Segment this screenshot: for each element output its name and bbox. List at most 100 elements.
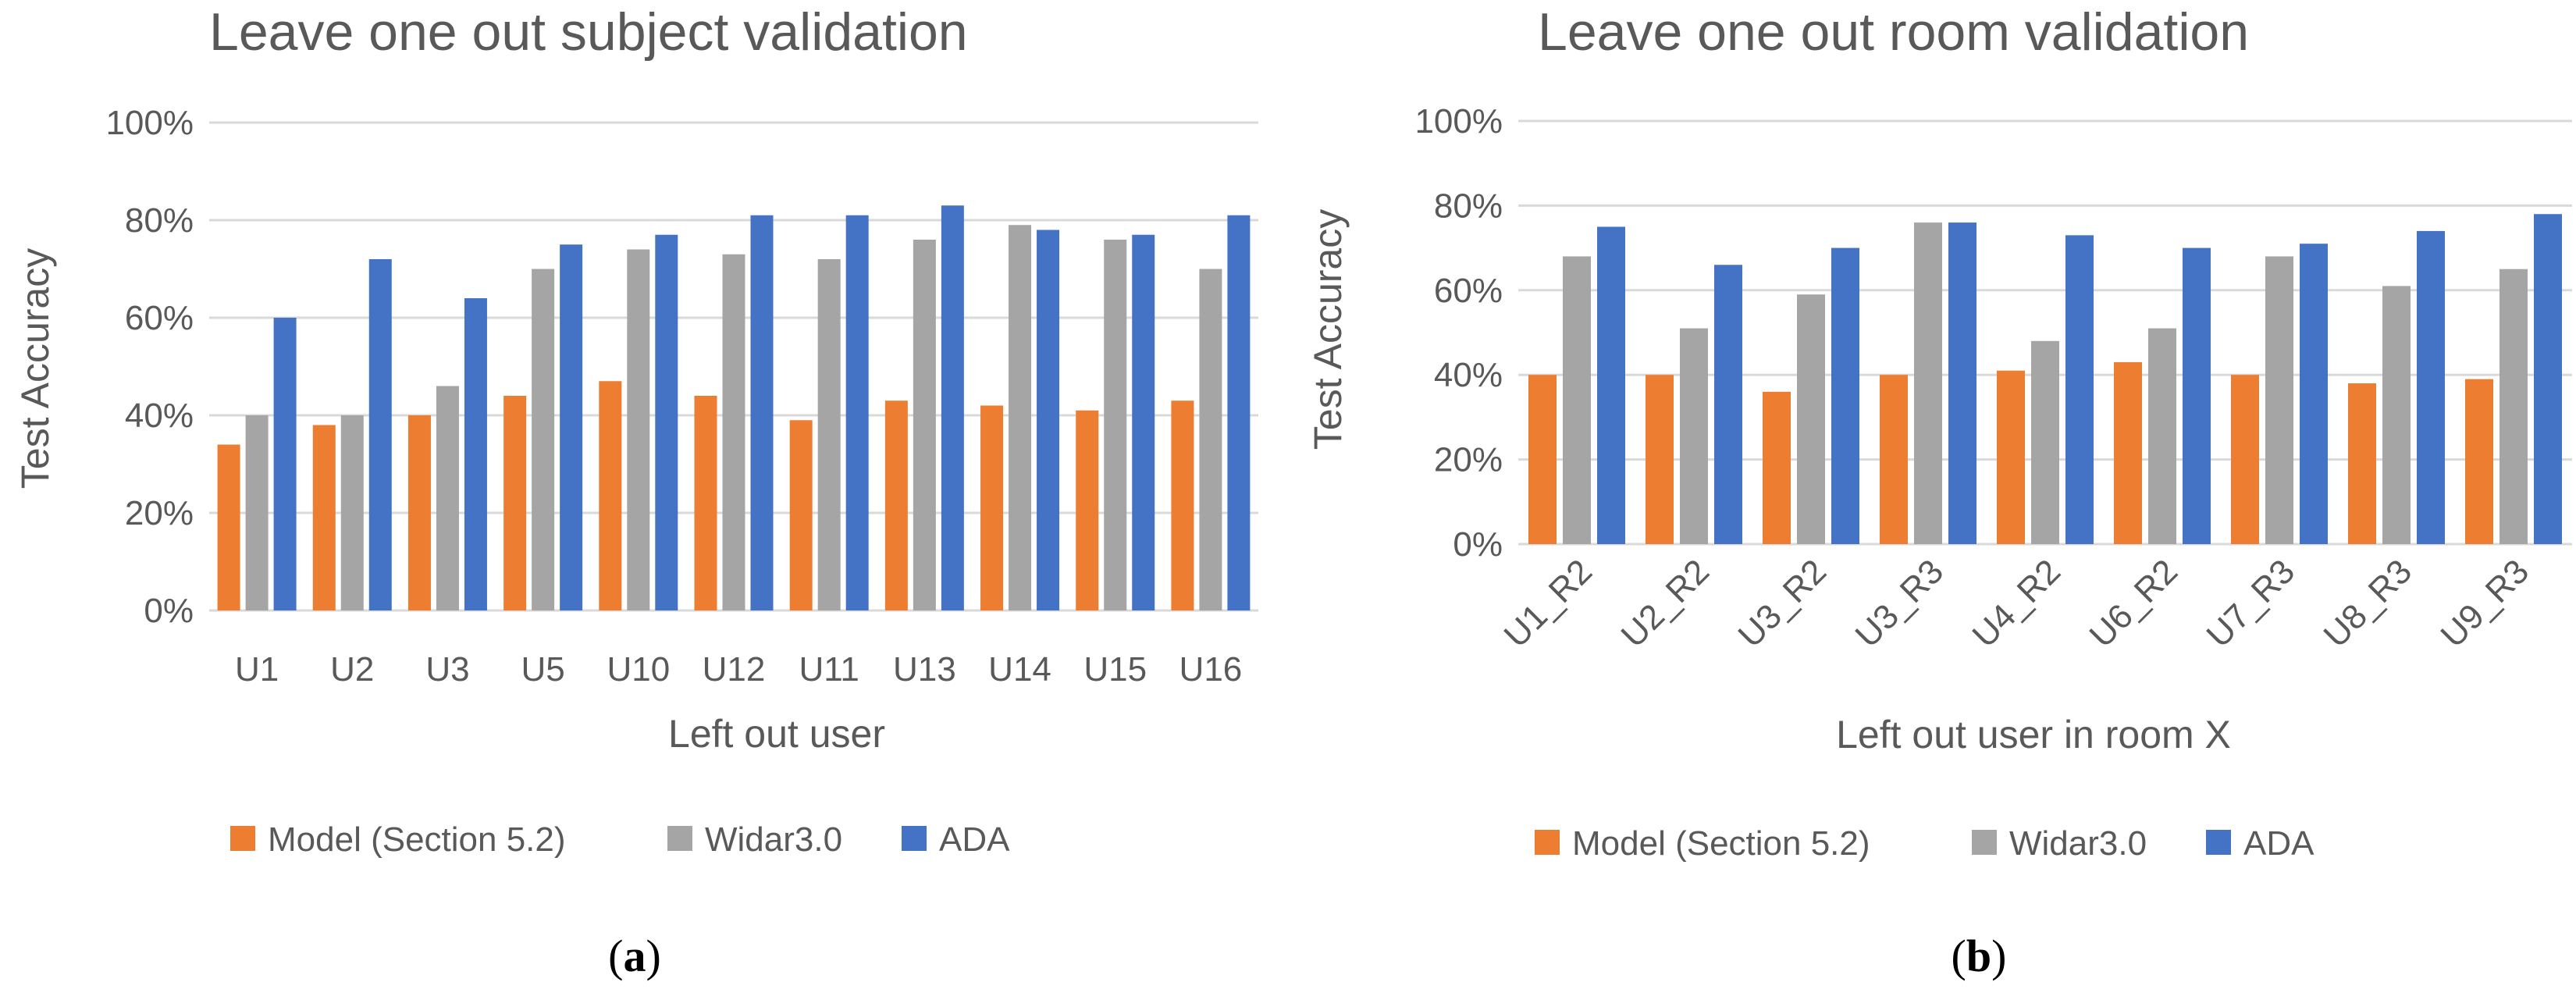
bar-model-section-5-2-u3_r3 [1880,375,1908,544]
bar-widar3-0-u10 [627,249,650,610]
bar-model-section-5-2-u3_r2 [1763,391,1791,544]
y-tick-label: 0% [144,592,194,630]
bar-widar3-0-u16 [1199,269,1222,610]
y-tick-label: 60% [1434,272,1503,310]
y-tick-labels: 0% 20% 40% 60% 80% 100% [1414,102,1503,564]
legend-swatch [667,826,692,851]
x-tick-label: U12 [703,650,766,689]
bar-widar3-0-u6_r2 [2148,328,2176,544]
bar-ada-u11 [845,215,869,610]
y-axis-label: Test Accuracy [1306,209,1350,450]
legend-label: Model (Section 5.2) [1572,824,1870,863]
bar-ada-u10 [655,234,678,610]
x-tick-label: U7_R3 [2200,552,2302,654]
bar-widar3-0-u3 [436,386,459,610]
subject-validation-chart: Leave one out subject validation 0% 20% 40… [13,2,1258,859]
x-tick-label: U3_R3 [1848,552,1951,654]
bar-ada-u7_r3 [2300,244,2328,544]
bar-widar3-0-u13 [913,240,936,610]
bar-model-section-5-2-u13 [884,400,908,610]
x-tick-label: U3 [425,650,469,689]
bar-widar3-0-u4_r2 [2031,340,2059,544]
legend-label: Model (Section 5.2) [268,820,566,859]
x-axis-label: Left out user [668,712,885,756]
bar-model-section-5-2-u1 [217,444,240,610]
caption-a: (a) [608,931,661,981]
y-tick-label: 100% [1414,102,1503,141]
bar-widar3-0-u1_r2 [1563,256,1591,544]
x-tick-label: U2_R2 [1614,552,1717,654]
bar-ada-u2 [368,259,392,610]
bar-ada-u2_r2 [1714,265,1742,544]
bar-ada-u9_r3 [2534,214,2562,544]
bar-widar3-0-u15 [1104,240,1127,610]
y-tick-label: 0% [1453,525,1503,564]
bars [217,205,1251,610]
bar-ada-u16 [1227,215,1251,610]
y-tick-label: 80% [125,201,194,240]
x-tick-label: U13 [893,650,956,689]
legend-swatch [902,826,927,851]
x-tick-label: U5 [521,650,565,689]
bar-ada-u5 [560,244,583,610]
bar-ada-u3 [464,298,487,610]
y-tick-label: 40% [125,397,194,435]
y-tick-label: 20% [1434,441,1503,479]
x-tick-label: U16 [1179,650,1243,689]
x-tick-label: U4_R2 [1966,552,2068,654]
x-tick-label: U11 [799,650,859,689]
bar-widar3-0-u11 [817,259,841,610]
legend-swatch [1535,830,1560,855]
y-tick-label: 100% [105,104,194,142]
legend: Model (Section 5.2) Widar3.0 ADA [230,820,1010,859]
bar-widar3-0-u8_r3 [2382,286,2411,544]
legend-swatch [1972,830,1997,855]
bar-widar3-0-u2 [340,415,364,610]
x-axis-label: Left out user in room X [1836,713,2231,756]
bar-model-section-5-2-u14 [980,405,1004,610]
bar-model-section-5-2-u3 [407,415,431,610]
bar-ada-u3_r2 [1831,247,1859,544]
bar-widar3-0-u14 [1009,225,1032,610]
bar-widar3-0-u1 [245,415,269,610]
bar-ada-u8_r3 [2417,230,2445,544]
bar-model-section-5-2-u8_r3 [2348,383,2376,544]
bar-model-section-5-2-u9_r3 [2465,379,2493,544]
legend-swatch [230,826,255,851]
bar-widar3-0-u12 [722,254,745,610]
bar-model-section-5-2-u5 [503,396,527,610]
bar-model-section-5-2-u12 [694,396,717,610]
bar-ada-u4_r2 [2065,235,2094,544]
x-tick-label: U14 [988,650,1051,689]
y-tick-label: 60% [125,299,194,337]
legend-label: ADA [939,820,1010,859]
y-axis-label: Test Accuracy [13,248,57,489]
x-tick-label: U1 [235,650,279,689]
bar-ada-u14 [1037,230,1060,610]
bar-model-section-5-2-u10 [599,381,622,610]
bar-model-section-5-2-u15 [1076,410,1099,610]
x-tick-label: U6_R2 [2083,552,2185,654]
bar-ada-u15 [1132,234,1155,610]
bar-model-section-5-2-u2 [312,425,336,610]
x-tick-label: U9_R3 [2434,552,2536,654]
bar-ada-u12 [750,215,774,610]
bar-model-section-5-2-u6_r2 [2114,361,2142,544]
x-tick-label: U10 [607,650,670,689]
x-tick-label: U2 [330,650,374,689]
x-tick-labels: U1_R2 U2_R2 U3_R2 U3_R3 U4_R2 U6_R2 U7_R3 U8_R3… [1497,552,2536,654]
legend-swatch [2206,830,2231,855]
bar-widar3-0-u2_r2 [1680,328,1708,544]
legend-label: ADA [2243,824,2314,863]
y-tick-label: 20% [125,494,194,532]
caption-b: (b) [1952,931,2007,981]
chart-title: Leave one out subject validation [209,2,968,62]
bar-widar3-0-u5 [532,269,555,610]
bar-widar3-0-u7_r3 [2265,256,2293,544]
y-tick-label: 80% [1434,187,1503,225]
bar-model-section-5-2-u7_r3 [2231,375,2259,544]
bar-widar3-0-u3_r3 [1914,222,1942,544]
bar-model-section-5-2-u11 [789,420,813,610]
legend-label: Widar3.0 [2009,824,2147,863]
